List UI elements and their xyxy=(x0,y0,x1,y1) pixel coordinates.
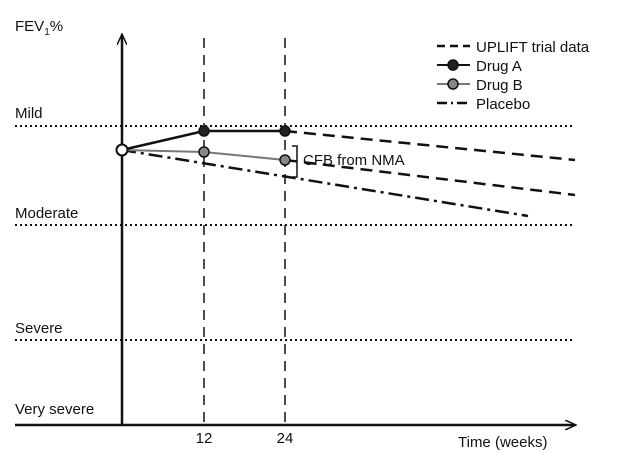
x-tick-label-12: 12 xyxy=(196,430,213,447)
legend: UPLIFT trial data Drug A Drug B Placebo xyxy=(437,39,590,113)
drug-a-point-week-12 xyxy=(198,125,210,137)
legend-marker-drug-a xyxy=(447,59,459,71)
drug-a-point-week-24 xyxy=(279,125,291,137)
cfb-annotation: CFB from NMA xyxy=(303,152,405,169)
uplift-line-drug-a xyxy=(284,129,576,162)
drug-b-point-week-24 xyxy=(279,154,291,166)
drug-b-point-week-12 xyxy=(198,146,210,158)
legend-label-placebo: Placebo xyxy=(476,96,530,113)
legend-label-uplift: UPLIFT trial data xyxy=(476,39,590,56)
severity-label-severe: Severe xyxy=(15,320,63,337)
cfb-bracket xyxy=(292,145,298,178)
legend-label-drug-a: Drug A xyxy=(476,58,522,75)
legend-marker-drug-b xyxy=(447,78,459,90)
severity-label-mild: Mild xyxy=(15,105,43,122)
severity-label-very-severe: Very severe xyxy=(15,401,94,418)
x-tick-label-24: 24 xyxy=(277,430,294,447)
x-axis-label: Time (weeks) xyxy=(458,434,547,451)
uplift-line-drug-b xyxy=(284,158,576,197)
legend-label-drug-b: Drug B xyxy=(476,77,523,94)
severity-label-moderate: Moderate xyxy=(15,205,78,222)
baseline-marker xyxy=(115,143,129,157)
y-axis-label: FEV1% xyxy=(15,18,63,38)
